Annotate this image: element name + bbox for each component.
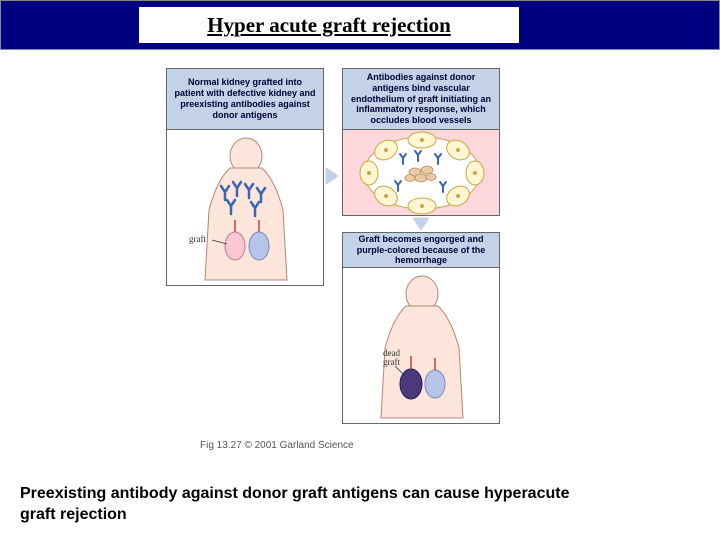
- panel-2-caption: Antibodies against donor antigens bind v…: [342, 68, 500, 130]
- panel-3-illustration: dead graft: [343, 268, 501, 424]
- panel-1: Normal kidney grafted into patient with …: [166, 68, 324, 286]
- arrow-right-icon: [326, 168, 338, 184]
- panel-1-body: graft: [166, 130, 324, 286]
- panel-1-illustration: graft: [167, 130, 325, 286]
- panel-2: Antibodies against donor antigens bind v…: [342, 68, 500, 216]
- figure-caption: Fig 13.27 © 2001 Garland Science: [200, 440, 354, 451]
- arrow-down-icon: [413, 218, 429, 230]
- panel-3-body: dead graft: [342, 268, 500, 424]
- panel-3-caption: Graft becomes engorged and purple-colore…: [342, 232, 500, 268]
- panel-2-illustration: [343, 130, 501, 216]
- panel-1-caption: Normal kidney grafted into patient with …: [166, 68, 324, 130]
- title-bar: Hyper acute graft rejection: [0, 0, 720, 50]
- page-title: Hyper acute graft rejection: [139, 7, 519, 43]
- graft-label: graft: [189, 234, 206, 244]
- dead-graft-label-2: graft: [383, 357, 400, 367]
- bottom-summary-text: Preexisting antibody against donor graft…: [20, 484, 580, 526]
- panel-3: Graft becomes engorged and purple-colore…: [342, 232, 500, 424]
- panel-2-body: [342, 130, 500, 216]
